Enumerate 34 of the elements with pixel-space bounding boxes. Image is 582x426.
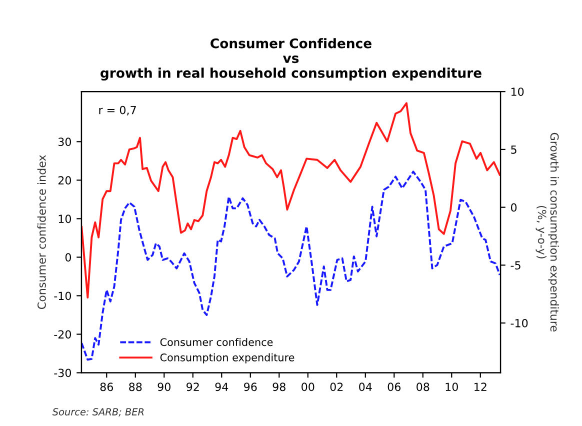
y2-tick-label: -10 [510,318,528,328]
y-tick-label: 10 [58,214,72,224]
annotation: r = 0,7 [99,106,136,116]
x-tick-label: 92 [186,382,199,392]
x-tick-label: 90 [158,382,170,392]
line-series [81,102,501,299]
y-tick-label: 30 [58,138,72,146]
x-tick-label: 06 [388,382,401,392]
x-tick-label: 10 [446,382,458,392]
x-tick-label: 94 [215,382,228,392]
x-tick-label: 02 [330,382,343,392]
y2-axis-title: Growth in consumption expenditure (%, y-o-y) [536,132,559,332]
legend-label: Consumer confidence [160,338,273,346]
x-tick-label: 98 [272,382,286,392]
y-tick-label: 0 [65,253,72,262]
y-tick-label: 20 [58,176,72,185]
chart-title: Consumer Confidence vs growth in real household consumption expenditure [100,38,482,81]
x-tick-label: 96 [244,382,257,392]
y2-tick-label: 5 [511,146,516,154]
legend-label: Consumption expenditure [160,353,294,364]
x-tick-label: 12 [474,382,486,391]
y2-tick-label: 0 [510,203,517,212]
y-tick-label: -30 [54,368,72,378]
x-tick-label: 86 [100,382,114,392]
y2-tick-label: -5 [510,261,520,270]
source-note: Source: SARB; BER [52,408,144,416]
x-tick-label: 04 [359,382,372,392]
x-tick-label: 00 [302,382,314,392]
y-tick-label: -20 [54,330,72,339]
x-tick-label: 88 [129,382,142,392]
y-axis-title: Consumer confidence index [37,155,46,310]
y2-tick-label: 10 [511,88,524,96]
y-tick-label: -10 [54,292,72,300]
x-tick-label: 08 [416,382,430,392]
